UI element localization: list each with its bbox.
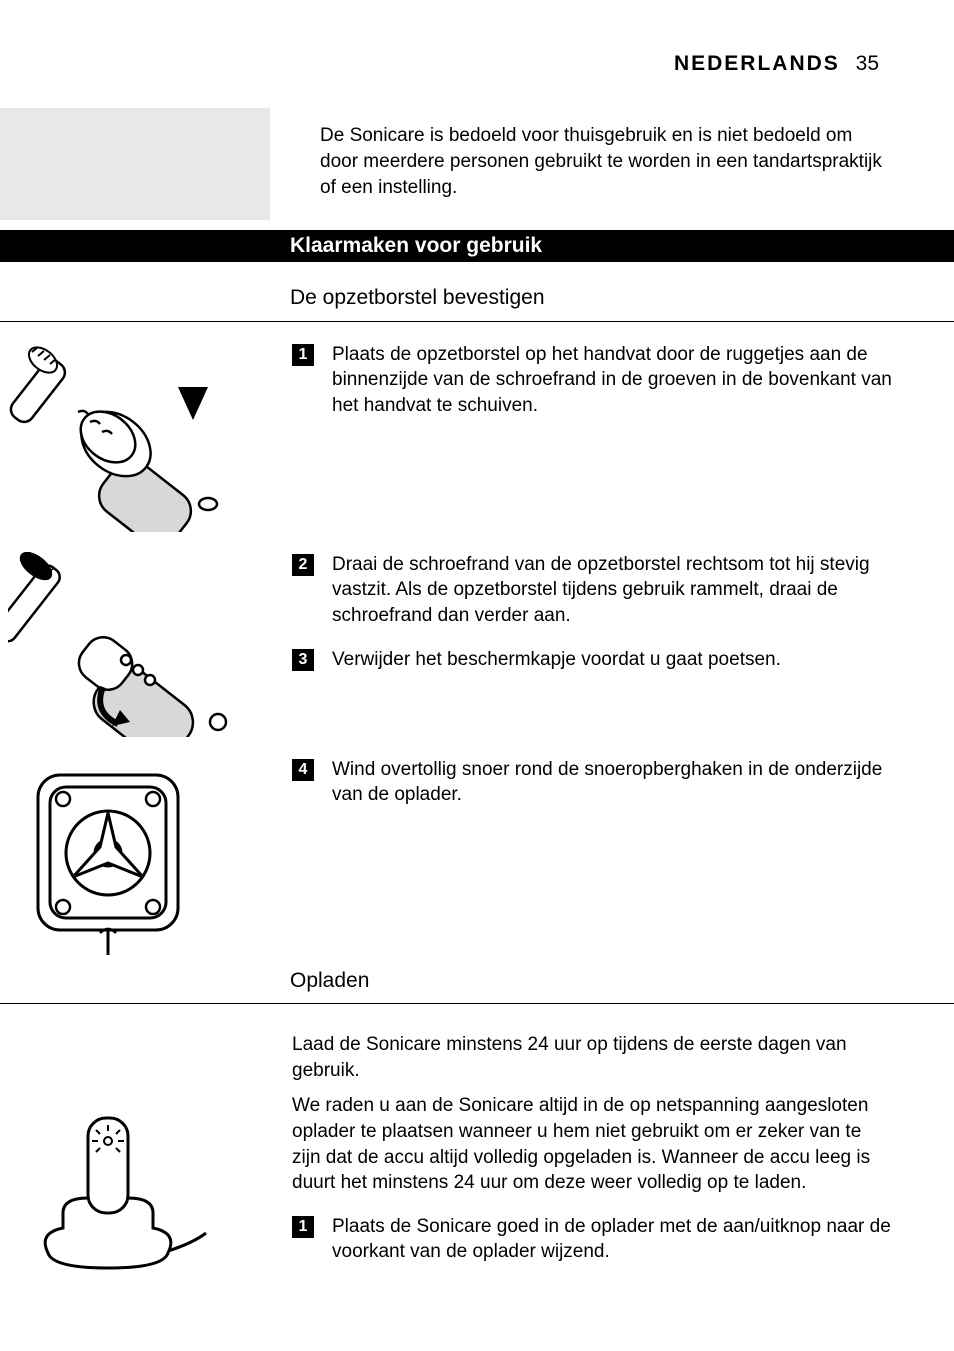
step-block-4: 4 Wind overtollig snoer rond de snoeropb…	[0, 757, 954, 957]
step-number-badge: 3	[292, 649, 314, 671]
sidebar-gray	[0, 108, 270, 220]
subsection-charge-header: Opladen	[0, 967, 954, 1004]
step-4: 4 Wind overtollig snoer rond de snoeropb…	[292, 757, 894, 808]
charge-para2: We raden u aan de Sonicare altijd in de …	[292, 1093, 894, 1196]
page-header: NEDERLANDS 35	[0, 0, 954, 108]
step-4-text: Wind overtollig snoer rond de snoeropber…	[332, 757, 894, 808]
subsection-attach-title: De opzetborstel bevestigen	[270, 284, 545, 320]
charge-step-1-text: Plaats de Sonicare goed in de oplader me…	[332, 1214, 894, 1265]
illustration-charger-stand	[0, 1093, 270, 1283]
subsection-charge-title: Opladen	[270, 967, 369, 1003]
charge-para1: Laad de Sonicare minstens 24 uur op tijd…	[270, 1032, 954, 1083]
section-title: Klaarmaken voor gebruik	[270, 232, 542, 260]
intro-text: De Sonicare is bedoeld voor thuisgebruik…	[270, 108, 954, 220]
step-content-4: 4 Wind overtollig snoer rond de snoeropb…	[270, 757, 954, 957]
step-1-text: Plaats de opzetborstel op het handvat do…	[332, 342, 894, 419]
charge-content: We raden u aan de Sonicare altijd in de …	[270, 1093, 954, 1283]
step-number-badge: 2	[292, 554, 314, 576]
illustration-brush-attach	[0, 342, 270, 532]
manual-page: NEDERLANDS 35 De Sonicare is bedoeld voo…	[0, 0, 954, 1283]
language-label: NEDERLANDS	[674, 52, 840, 75]
step-block-1: 1 Plaats de opzetborstel op het handvat …	[0, 342, 954, 532]
subsection-left-spacer	[0, 284, 270, 320]
step-number-badge: 4	[292, 759, 314, 781]
step-content-2-3: 2 Draai de schroefrand van de opzetborst…	[270, 552, 954, 737]
spacer	[0, 1014, 270, 1093]
page-number: 35	[856, 52, 879, 75]
step-2-text: Draai de schroefrand van de opzetborstel…	[332, 552, 894, 629]
step-3: 3 Verwijder het beschermkapje voordat u …	[292, 647, 894, 673]
illustration-charger-bottom	[0, 757, 270, 957]
section-bar: Klaarmaken voor gebruik	[0, 230, 954, 262]
step-block-2: 2 Draai de schroefrand van de opzetborst…	[0, 552, 954, 737]
step-1: 1 Plaats de opzetborstel op het handvat …	[292, 342, 894, 419]
step-number-badge: 1	[292, 1216, 314, 1238]
subsection-attach-header: De opzetborstel bevestigen	[0, 284, 954, 321]
charge-step-1: 1 Plaats de Sonicare goed in de oplader …	[292, 1214, 894, 1265]
charge-para-block-1: Laad de Sonicare minstens 24 uur op tijd…	[0, 1014, 954, 1093]
illustration-brush-twist	[0, 552, 270, 737]
intro-row: De Sonicare is bedoeld voor thuisgebruik…	[0, 108, 954, 220]
subsection-left-spacer	[0, 967, 270, 1003]
step-2: 2 Draai de schroefrand van de opzetborst…	[292, 552, 894, 629]
step-number-badge: 1	[292, 344, 314, 366]
step-content-1: 1 Plaats de opzetborstel op het handvat …	[270, 342, 954, 532]
step-3-text: Verwijder het beschermkapje voordat u ga…	[332, 647, 894, 673]
charge-block-2: We raden u aan de Sonicare altijd in de …	[0, 1093, 954, 1283]
